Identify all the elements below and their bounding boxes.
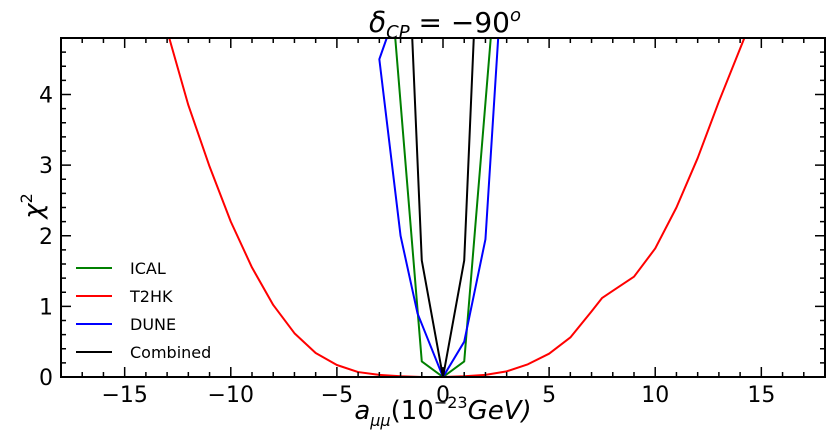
y-tick-label: 0 — [39, 366, 53, 391]
series-group — [168, 38, 746, 377]
legend-label-combined: Combined — [130, 343, 211, 362]
x-tick-label: 15 — [747, 383, 775, 408]
x-tick-label: 5 — [542, 383, 556, 408]
x-axis-label: aμμ(10−23GeV) — [354, 393, 531, 430]
y-tick-label: 4 — [39, 84, 53, 109]
legend-label-ical: ICAL — [130, 259, 166, 278]
legend-label-t2hk: T2HK — [129, 287, 173, 306]
y-tick-label: 2 — [39, 225, 53, 250]
x-tick-label: −10 — [208, 383, 254, 408]
chart-title: δCP = −90o — [369, 5, 521, 43]
series-line-ical — [394, 38, 492, 377]
x-tick-label: 10 — [641, 383, 669, 408]
legend-label-dune: DUNE — [130, 315, 176, 334]
series-line-t2hk — [168, 38, 746, 377]
legend: ICAL T2HK DUNE Combined — [76, 259, 211, 362]
y-axis-label: χ2 — [17, 193, 49, 221]
y-tick-label: 3 — [39, 154, 53, 179]
x-tick-label: 0 — [436, 383, 450, 408]
x-tick-label: −15 — [101, 383, 147, 408]
x-tick-label: −5 — [321, 383, 353, 408]
series-line-dune — [378, 38, 500, 377]
y-tick-label: 1 — [39, 295, 53, 320]
series-line-combined — [411, 38, 475, 377]
